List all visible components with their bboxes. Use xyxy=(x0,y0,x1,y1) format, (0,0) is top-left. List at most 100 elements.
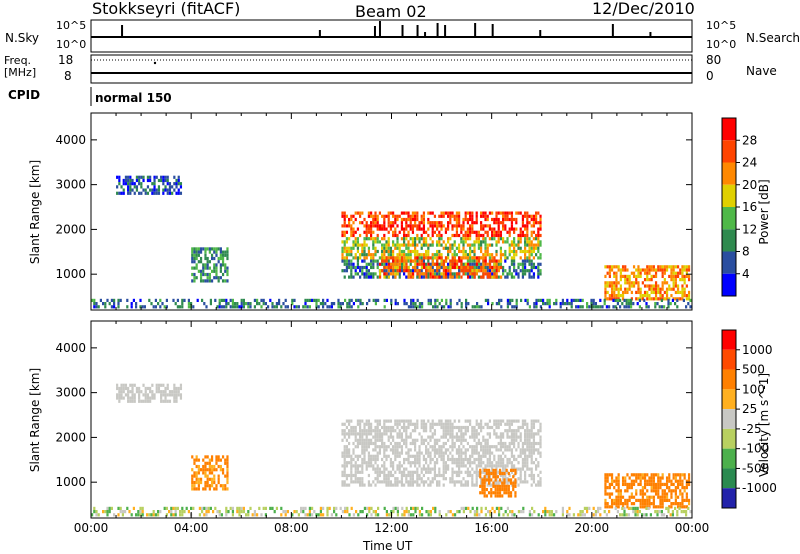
velocity-cell xyxy=(506,419,509,423)
power-cell xyxy=(187,298,190,303)
velocity-cell xyxy=(91,513,94,517)
power-cell xyxy=(206,272,209,277)
velocity-cell xyxy=(504,464,507,468)
velocity-cell xyxy=(370,429,373,433)
power-cell xyxy=(431,240,434,244)
power-cell xyxy=(577,298,580,303)
velocity-cell xyxy=(483,491,486,495)
velocity-cell xyxy=(403,441,406,446)
velocity-cell xyxy=(311,506,314,511)
velocity-cell xyxy=(681,479,684,483)
velocity-cell xyxy=(346,510,349,514)
velocity-cell xyxy=(361,429,364,433)
velocity-cell xyxy=(519,473,522,478)
velocity-cell xyxy=(416,467,419,471)
power-cell xyxy=(487,302,490,306)
velocity-cell xyxy=(389,473,393,478)
power-cell xyxy=(486,262,489,266)
power-cell xyxy=(376,275,379,279)
velocity-cell xyxy=(345,425,349,430)
velocity-cell xyxy=(498,484,502,488)
power-cell xyxy=(462,227,465,231)
velocity-cell xyxy=(356,454,360,458)
power-cell xyxy=(601,305,604,309)
velocity-cell xyxy=(495,432,498,436)
power-cell xyxy=(213,266,216,270)
velocity-cell xyxy=(519,467,522,471)
power-cell xyxy=(363,256,366,260)
velocity-cell xyxy=(486,473,489,478)
power-cell xyxy=(162,175,165,179)
velocity-cell xyxy=(414,470,417,474)
velocity-cell xyxy=(634,506,637,511)
power-cell xyxy=(530,262,533,266)
power-cell xyxy=(208,250,211,254)
power-cell xyxy=(665,281,669,285)
velocity-cell xyxy=(475,422,478,426)
velocity-cell xyxy=(650,479,653,483)
velocity-cell xyxy=(378,438,382,442)
power-cell xyxy=(638,305,641,309)
velocity-cell xyxy=(514,484,517,488)
power-cell xyxy=(606,290,609,295)
power-cell xyxy=(390,302,393,306)
velocity-cell xyxy=(367,457,371,462)
velocity-cell xyxy=(410,506,413,511)
velocity-cell xyxy=(652,479,655,483)
velocity-cell xyxy=(604,473,607,477)
power-cell xyxy=(416,256,419,260)
velocity-cell xyxy=(526,432,529,436)
power-cell xyxy=(471,256,474,260)
power-cell xyxy=(668,284,671,288)
power-cell xyxy=(420,221,423,225)
velocity-cell xyxy=(181,510,184,514)
velocity-cell xyxy=(661,473,664,477)
power-cell xyxy=(434,305,437,309)
velocity-tick-label: -100 xyxy=(742,442,769,456)
power-cell xyxy=(411,224,415,228)
velocity-cell xyxy=(141,506,144,511)
power-cell xyxy=(495,249,498,254)
power-cell xyxy=(168,182,172,186)
velocity-cell xyxy=(166,383,169,387)
power-cell xyxy=(504,240,507,244)
power-cell xyxy=(420,227,423,231)
power-cell xyxy=(322,298,325,303)
power-cell xyxy=(317,298,320,303)
power-cell xyxy=(104,302,107,306)
power-cell xyxy=(436,298,439,303)
power-cell xyxy=(225,298,228,303)
velocity-cell xyxy=(507,471,510,476)
velocity-cell xyxy=(129,390,132,394)
velocity-cell xyxy=(493,445,496,449)
power-cell xyxy=(365,265,368,270)
velocity-cell xyxy=(521,457,525,462)
velocity-cell xyxy=(526,448,529,452)
power-cell xyxy=(398,243,401,247)
velocity-cell xyxy=(469,510,472,514)
power-cell xyxy=(530,240,533,244)
velocity-cell xyxy=(350,454,353,458)
velocity-cell xyxy=(442,457,445,462)
velocity-cell xyxy=(118,399,121,403)
power-cell xyxy=(367,262,371,266)
velocity-cell xyxy=(508,445,511,449)
power-cell xyxy=(469,272,472,276)
velocity-cell xyxy=(687,506,690,511)
velocity-cell xyxy=(504,454,507,458)
power-cell xyxy=(181,298,184,303)
power-cell xyxy=(661,271,664,275)
power-cell xyxy=(497,227,500,231)
power-cell xyxy=(374,240,377,244)
power-cell xyxy=(421,305,424,309)
power-cell xyxy=(617,290,620,295)
velocity-cell xyxy=(524,432,527,436)
velocity-cell xyxy=(499,419,503,423)
velocity-cell xyxy=(513,419,516,423)
velocity-cell xyxy=(676,502,680,506)
velocity-cell xyxy=(661,502,664,506)
power-cell xyxy=(110,298,113,303)
power-cell xyxy=(392,240,395,244)
velocity-cell xyxy=(400,451,404,455)
velocity-cell xyxy=(365,448,368,452)
